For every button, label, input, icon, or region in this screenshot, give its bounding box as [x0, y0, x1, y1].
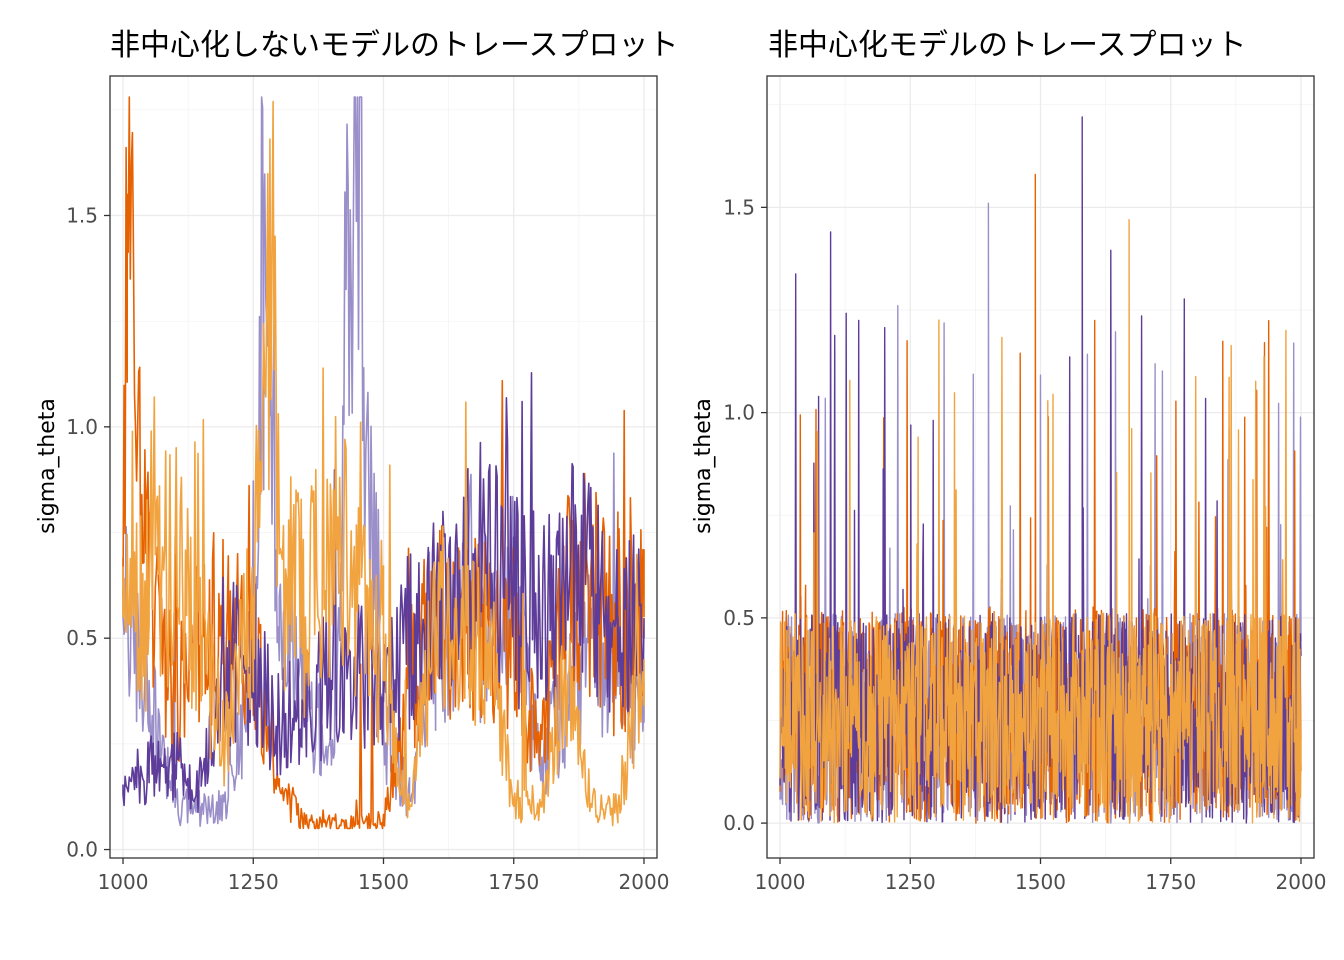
chart-title-1: 非中心化しないモデルのトレースプロット	[110, 28, 679, 63]
x-tick-label: 1250	[228, 870, 279, 894]
series-2	[779, 116, 1302, 824]
y-tick-label: 1.5	[723, 195, 755, 219]
grid-1	[110, 76, 657, 858]
y-tick-label: 1.0	[723, 401, 755, 425]
x-tick-label: 1500	[1015, 870, 1066, 894]
x-tick-label: 1500	[358, 870, 409, 894]
chart-title-2: 非中心化モデルのトレースプロット	[768, 28, 1247, 63]
trace-line	[122, 96, 645, 830]
x-tick-label: 1000	[755, 870, 806, 894]
y-tick-label: 1.5	[66, 203, 98, 227]
y-axis-label-1: sigma_theta	[35, 398, 60, 534]
x-tick-label: 1000	[98, 870, 149, 894]
y-tick-label: 1.0	[66, 415, 98, 439]
y-ticks-1: 0.0 0.5 1.0 1.5	[66, 203, 110, 862]
trace-line	[779, 219, 1302, 824]
y-tick-label: 0.0	[66, 838, 98, 862]
y-tick-label: 0.5	[66, 626, 98, 650]
x-tick-label: 1750	[1145, 870, 1196, 894]
x-tick-label: 2000	[1276, 870, 1327, 894]
trace-line	[122, 100, 645, 827]
x-ticks-1: 1000 1250 1500 1750 2000	[98, 858, 670, 894]
y-axis-label-2: sigma_theta	[691, 398, 716, 534]
x-tick-label: 2000	[619, 870, 670, 894]
y-tick-label: 0.0	[723, 811, 755, 835]
y-tick-label: 0.5	[723, 606, 755, 630]
y-ticks-2: 0.0 0.5 1.0 1.5	[723, 195, 767, 835]
series-1	[122, 96, 645, 830]
x-tick-label: 1250	[885, 870, 936, 894]
x-ticks-2: 1000 1250 1500 1750 2000	[755, 858, 1327, 894]
chart-panel-1: 非中心化しないモデルのトレースプロット sigma_theta 1000 1250…	[35, 28, 679, 894]
chart-panel-2: 非中心化モデルのトレースプロット sigma_theta 1000 1250 150…	[691, 28, 1326, 894]
x-tick-label: 1750	[488, 870, 539, 894]
